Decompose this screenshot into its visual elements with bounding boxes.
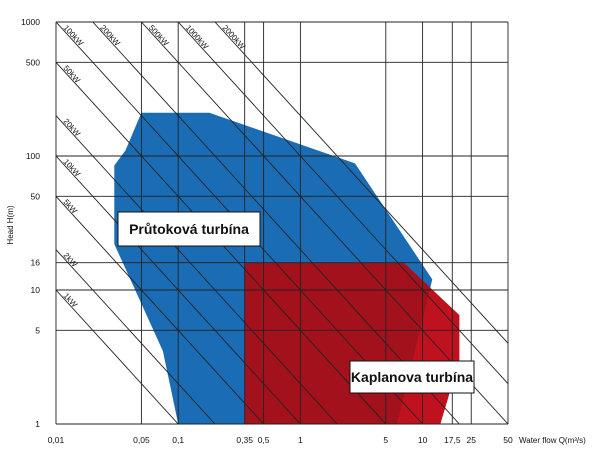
y-tick-label: 10 (31, 285, 41, 295)
x-tick-label: 1 (298, 435, 303, 445)
x-tick-label: 0,05 (133, 435, 150, 445)
label-prutokova-text: Průtoková turbína (129, 221, 249, 237)
y-tick-labels: 1 5 10 16 50 100 500 1000 (21, 17, 40, 429)
x-tick-labels: 0,01 0,05 0,1 0,35 0,5 1 5 10 17,5 25 50 (48, 435, 513, 445)
power-line (214, 22, 508, 344)
grid-lines (55, 21, 509, 425)
x-tick-label: 0,01 (48, 435, 65, 445)
label-kaplanova-box (349, 360, 475, 394)
power-line (56, 248, 216, 424)
power-line-label: 50kW (61, 64, 82, 86)
x-tick-label: 5 (383, 435, 388, 445)
y-tick-label: 500 (26, 57, 40, 67)
power-line-label: 500kW (147, 23, 171, 48)
x-tick-label: 50 (503, 435, 513, 445)
y-tick-label: 5 (35, 325, 40, 335)
x-axis-label: Water flow Q(m³/s) (519, 436, 586, 445)
label-kaplanova-text: Kaplanova turbína (351, 369, 473, 385)
power-line (56, 195, 264, 424)
power-line (177, 22, 508, 385)
x-tick-label: 17,5 (444, 435, 461, 445)
power-line (141, 22, 508, 424)
x-tick-label: 0,1 (172, 435, 184, 445)
power-line-label: 1kW (62, 291, 80, 309)
y-tick-label: 100 (26, 151, 40, 161)
x-tick-label: 0,35 (236, 435, 253, 445)
y-tick-label: 50 (31, 191, 41, 201)
power-line (92, 22, 460, 424)
y-tick-label: 16 (31, 258, 41, 268)
power-line-label: 2000kW (221, 23, 248, 51)
power-line (56, 155, 301, 424)
region-labels: Průtoková turbína Kaplanova turbína (117, 211, 475, 394)
y-axis-label: Head H(m) (6, 205, 15, 244)
power-line-label: 200kW (98, 23, 122, 48)
x-tick-label: 25 (466, 435, 476, 445)
x-tick-label: 0,5 (258, 435, 270, 445)
power-line-label: 5kW (61, 198, 79, 216)
power-line-label: 10kW (62, 157, 83, 179)
power-line-label: 100kW (62, 23, 86, 48)
y-tick-label: 1000 (21, 17, 40, 27)
power-line-label: 20kW (62, 117, 83, 139)
y-tick-label: 1 (35, 419, 40, 429)
label-prutokova-box (117, 211, 261, 247)
power-line-label: 1000kW (184, 23, 211, 51)
power-line (56, 289, 179, 424)
x-tick-label: 10 (418, 435, 428, 445)
power-line-label: 2kW (62, 251, 80, 269)
